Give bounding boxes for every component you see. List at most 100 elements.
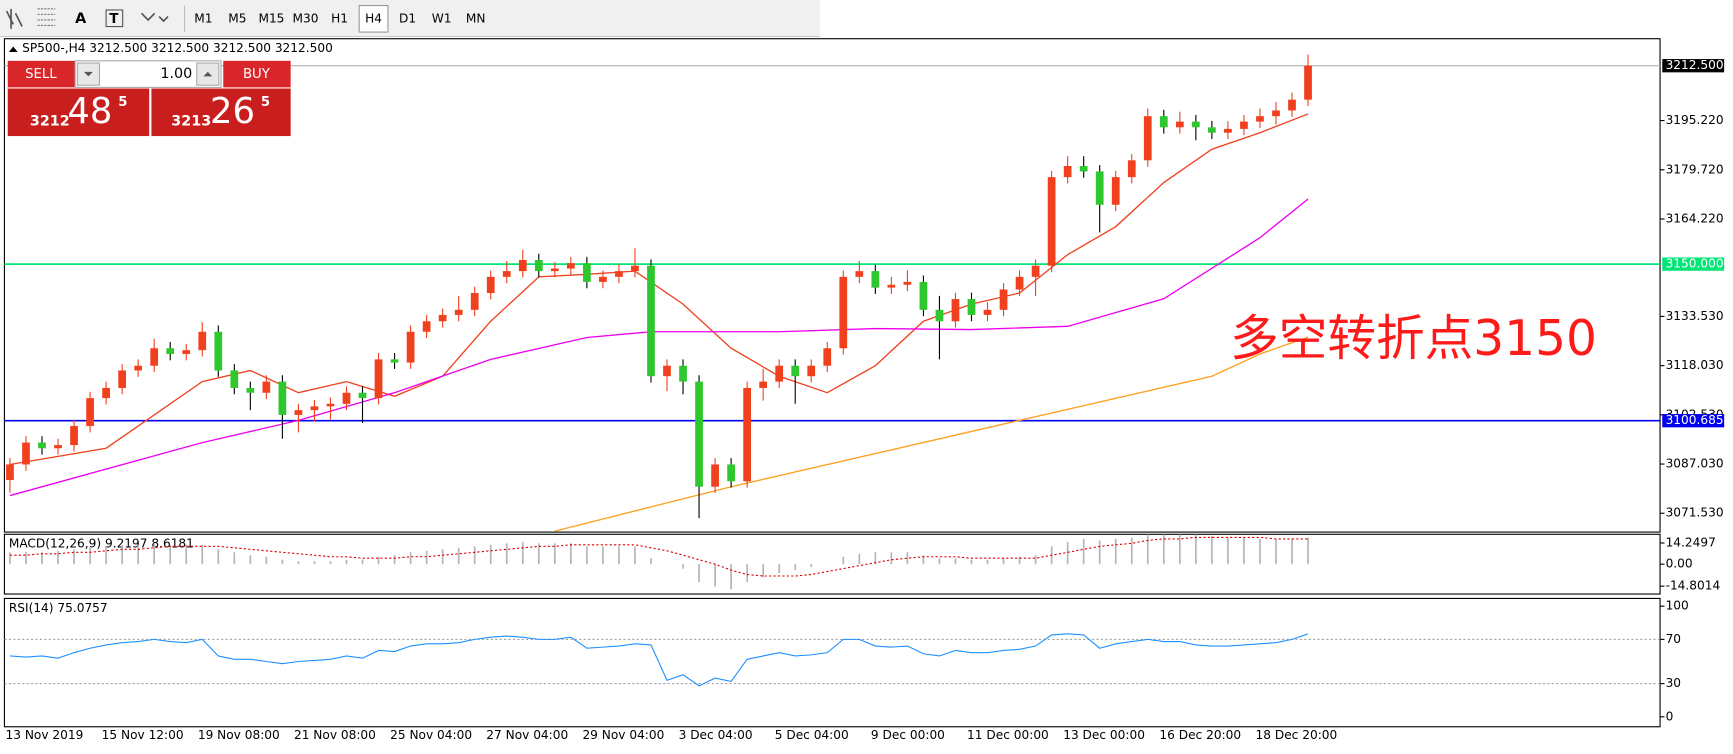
sell-label[interactable]: SELL — [25, 67, 57, 82]
candle-body — [967, 299, 976, 315]
main-frame — [3, 38, 1661, 533]
candle-body — [86, 398, 94, 427]
x-tick-label: 27 Nov 04:00 — [486, 728, 568, 742]
timeframe-button[interactable]: M1 — [194, 11, 212, 25]
level-label: 3150.000 — [1666, 257, 1724, 271]
candle-body — [871, 271, 880, 288]
icon-lines[interactable] — [5, 8, 23, 29]
candle-body — [294, 410, 303, 415]
candle-body — [1240, 121, 1248, 129]
ask-box[interactable] — [151, 88, 291, 137]
candle-body — [486, 276, 495, 294]
y-tick-label: 100 — [1666, 599, 1689, 613]
timeframe-button[interactable]: W1 — [432, 11, 452, 25]
ask-main: 26 — [210, 91, 255, 132]
candle-body — [342, 392, 351, 404]
candle-body — [1127, 160, 1136, 178]
candle-body — [534, 259, 543, 272]
timeframe-button[interactable]: H1 — [331, 11, 348, 25]
candle-body — [1191, 121, 1200, 128]
text-tool[interactable]: A — [75, 11, 87, 27]
bid-big: 3212 — [30, 114, 70, 130]
lot-value[interactable]: 1.00 — [160, 66, 192, 82]
moving-average — [554, 336, 1309, 532]
y-tick-label: 0 — [1666, 709, 1674, 723]
candle-body — [999, 289, 1008, 310]
candle-body — [166, 348, 175, 354]
candle-body — [711, 464, 719, 487]
candle-body — [679, 365, 687, 382]
active-timeframe — [358, 4, 389, 33]
timeframe-button[interactable]: M5 — [228, 11, 246, 25]
timeframe-button[interactable]: M15 — [258, 11, 284, 25]
x-tick-label: 3 Dec 04:00 — [679, 728, 753, 742]
y-tick-label: 3071.530 — [1666, 506, 1724, 520]
candle-body — [1111, 177, 1120, 205]
candle-body — [1288, 99, 1296, 111]
timeframe-button[interactable]: MN — [466, 11, 486, 25]
timeframe-button[interactable]: M30 — [293, 11, 319, 25]
timeframe-button[interactable]: H4 — [365, 11, 382, 25]
buy-button[interactable] — [223, 60, 291, 88]
label-box[interactable] — [105, 9, 124, 28]
x-tick-label: 29 Nov 04:00 — [582, 728, 664, 742]
y-tick-label: 3133.530 — [1666, 309, 1724, 323]
x-tick-label: 19 Nov 08:00 — [198, 728, 280, 742]
candle-body — [278, 381, 287, 415]
candle-body — [599, 276, 607, 282]
y-tick-label: 3179.720 — [1666, 162, 1724, 176]
candle-body — [566, 263, 575, 269]
last-price-label: 3212.500 — [1666, 58, 1724, 72]
candle-body — [1304, 65, 1312, 100]
candle-body — [631, 265, 639, 272]
candle-body — [518, 259, 527, 272]
candle-body — [903, 281, 912, 285]
candle-body — [775, 365, 784, 382]
candle-body — [198, 331, 207, 351]
timeframe-button[interactable]: D1 — [399, 11, 416, 25]
candle-body — [823, 348, 832, 366]
candle-body — [1063, 166, 1072, 178]
x-tick-label: 16 Dec 20:00 — [1159, 728, 1241, 742]
candle-body — [807, 365, 816, 377]
candle-body — [214, 331, 223, 371]
level-tag — [1662, 414, 1725, 428]
rsi-line — [9, 633, 1309, 687]
panel-title: SP500-,H4 3212.500 3212.500 3212.500 321… — [22, 41, 333, 55]
candle-body — [1047, 177, 1056, 266]
buy-label[interactable]: BUY — [243, 67, 271, 82]
lot-up-arrow — [203, 71, 213, 77]
toolbar — [0, 0, 821, 37]
candle-body — [983, 309, 992, 315]
sell-button[interactable] — [7, 60, 76, 88]
candle-body — [118, 370, 126, 388]
candle-body — [246, 387, 255, 393]
y-tick-label: 30 — [1666, 676, 1681, 690]
candle-body — [1079, 166, 1088, 172]
x-tick-label: 21 Nov 08:00 — [294, 728, 376, 742]
bid-box[interactable] — [7, 88, 150, 137]
candle-body — [454, 309, 463, 315]
candle-body — [1015, 276, 1024, 290]
candle-body — [390, 359, 399, 363]
icon-fibo[interactable] — [37, 8, 56, 26]
candle-body — [1224, 128, 1232, 133]
y-tick-label: 3118.030 — [1666, 358, 1724, 372]
candle-body — [38, 442, 46, 449]
candle-body — [326, 403, 335, 407]
candle-body — [102, 387, 110, 399]
y-tick-label: 0.00 — [1666, 557, 1693, 571]
candle-body — [1095, 171, 1104, 205]
x-tick-label: 9 Dec 00:00 — [871, 728, 945, 742]
candle-body — [663, 365, 671, 377]
panel-title: RSI(14) 75.0757 — [9, 601, 108, 615]
label-tool[interactable]: T — [109, 12, 118, 27]
candle-body — [374, 359, 383, 399]
candle-body — [951, 299, 960, 322]
icon-arrows[interactable] — [140, 12, 169, 23]
x-tick-label: 15 Nov 12:00 — [102, 728, 184, 742]
candle-body — [743, 387, 752, 482]
candle-body — [695, 381, 703, 487]
candle-body — [470, 293, 479, 310]
